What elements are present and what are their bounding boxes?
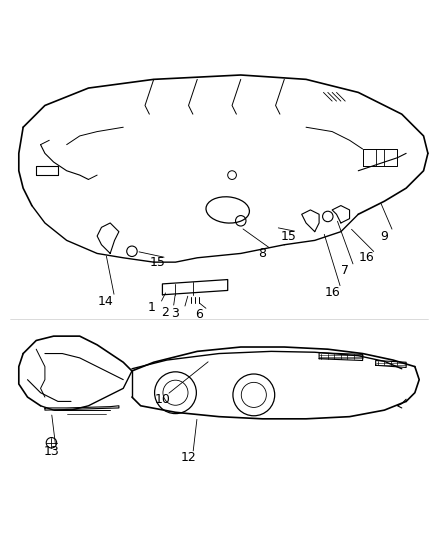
Text: 6: 6 bbox=[195, 308, 203, 321]
Text: 2: 2 bbox=[161, 306, 169, 319]
Text: 10: 10 bbox=[155, 393, 170, 406]
Text: 15: 15 bbox=[281, 230, 297, 243]
Text: 16: 16 bbox=[324, 286, 340, 299]
Text: 9: 9 bbox=[381, 230, 389, 243]
Text: 8: 8 bbox=[258, 247, 266, 260]
Text: 16: 16 bbox=[359, 251, 375, 264]
Text: 3: 3 bbox=[172, 306, 180, 320]
Text: 1: 1 bbox=[148, 301, 155, 314]
Text: 14: 14 bbox=[98, 295, 114, 308]
Text: 7: 7 bbox=[341, 264, 349, 277]
Text: 13: 13 bbox=[43, 445, 59, 458]
Text: 12: 12 bbox=[180, 451, 196, 464]
Text: 15: 15 bbox=[150, 256, 166, 269]
